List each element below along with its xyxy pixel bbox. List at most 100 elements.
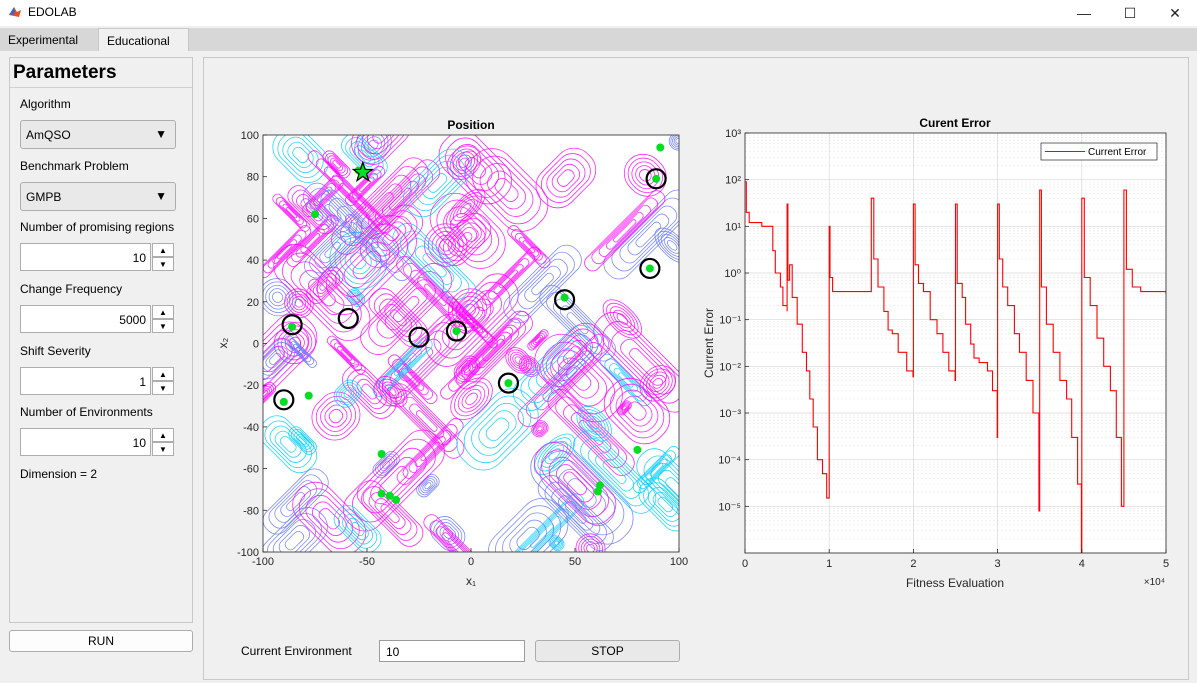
decrement-icon[interactable]: ▼ [152, 257, 174, 271]
contour-line [263, 468, 329, 535]
contour-line [427, 173, 448, 193]
tab-educational[interactable]: Educational [98, 28, 189, 51]
contour-line [438, 135, 513, 205]
tab-experimental[interactable]: Experimental [0, 28, 98, 51]
contour-line [502, 512, 554, 552]
contour-line [296, 193, 328, 226]
contour-line [409, 403, 445, 439]
contour-line [351, 373, 387, 410]
minimize-icon: — [1077, 5, 1091, 21]
x-tick-label: 0 [468, 556, 474, 568]
contour-line [380, 503, 400, 524]
contour-line [284, 530, 305, 551]
contour-line [351, 135, 412, 165]
region-circle [281, 314, 303, 336]
contour-line [563, 404, 620, 461]
increment-icon[interactable]: ▲ [152, 367, 174, 381]
contour-line [516, 526, 540, 550]
contour-line [564, 501, 587, 524]
y-tick-labels: 10⁻⁵ 10⁻⁴ 10⁻³ 10⁻² 10⁻¹ 10⁰ 10¹ 10² 10³ [718, 128, 749, 513]
y-tick-label: 20 [247, 297, 259, 309]
contour-line [381, 381, 402, 402]
contour-line [263, 381, 277, 405]
contour-line [290, 341, 312, 363]
contour-line [482, 252, 536, 306]
contour-line [586, 543, 596, 552]
contour-line [505, 347, 532, 374]
current-environment-label: Current Environment [241, 644, 352, 658]
contour-line [274, 430, 302, 458]
contour-line [613, 309, 632, 329]
contour-line [384, 384, 400, 400]
decrement-icon[interactable]: ▼ [152, 319, 174, 333]
contour-line [323, 166, 383, 225]
regions-input[interactable]: 10 [20, 243, 151, 271]
region-circle [408, 326, 430, 348]
algorithm-value: AmQSO [26, 128, 71, 142]
y-tick-label: 10⁰ [724, 268, 741, 280]
contour-line [302, 182, 363, 243]
contour-line [475, 331, 512, 369]
stop-button[interactable]: STOP [535, 640, 680, 662]
dropdown-arrow-icon: ▼ [155, 127, 167, 141]
particle-point [452, 326, 461, 335]
contour-line [622, 405, 627, 411]
contour-line [263, 313, 318, 405]
y-axis-label: Current Error [702, 308, 716, 378]
y-tick-label: 10¹ [725, 221, 741, 233]
y-tick-label: 10⁻¹ [719, 315, 741, 327]
contour-line [285, 207, 298, 219]
current-environment-field[interactable]: 10 [379, 640, 525, 662]
contour-line [415, 410, 438, 432]
contour-line [344, 214, 388, 257]
panel-title: Parameters [13, 62, 117, 83]
decrement-icon[interactable]: ▼ [152, 381, 174, 395]
contour-line [343, 389, 352, 398]
increment-icon[interactable]: ▲ [152, 243, 174, 257]
benchmark-label: Benchmark Problem [20, 159, 129, 173]
benchmark-dropdown[interactable]: GMPB ▼ [20, 182, 176, 211]
contour-line [534, 333, 623, 423]
contour-line [304, 233, 321, 249]
decrement-icon[interactable]: ▼ [152, 442, 174, 456]
contour-line [374, 453, 398, 476]
contour-line [642, 368, 673, 399]
envs-input[interactable]: 10 [20, 428, 151, 456]
particle-point [633, 445, 642, 454]
contour-line [509, 519, 547, 552]
algorithm-dropdown[interactable]: AmQSO ▼ [20, 120, 176, 149]
particle-point [504, 379, 513, 388]
particle-point [652, 174, 661, 183]
contour-line [445, 137, 506, 198]
severity-input[interactable]: 1 [20, 367, 151, 395]
contour-line [530, 332, 545, 347]
contour-line [507, 225, 551, 269]
contour-line [338, 384, 357, 403]
contour-line [387, 387, 397, 397]
contour-line [620, 404, 629, 412]
particle-point [656, 143, 665, 152]
contour-line [312, 273, 337, 298]
run-button[interactable]: RUN [9, 630, 193, 652]
freq-input[interactable]: 5000 [20, 305, 151, 333]
increment-icon[interactable]: ▲ [152, 428, 174, 442]
contour-line [315, 158, 391, 234]
y-tick-label: -80 [243, 505, 259, 517]
contour-line [272, 291, 284, 303]
region-circle [445, 320, 468, 342]
contour-line [609, 383, 665, 439]
contour-line [348, 290, 364, 306]
contour-line [587, 445, 642, 499]
y-tick-label: 10⁻³ [719, 408, 741, 420]
maximize-button[interactable]: ☐ [1107, 0, 1153, 26]
minimize-button[interactable]: — [1061, 0, 1107, 26]
contour-line [275, 196, 308, 229]
contour-line [454, 381, 489, 417]
contour-line [639, 365, 676, 402]
contour-line [461, 317, 526, 383]
increment-icon[interactable]: ▲ [152, 305, 174, 319]
contour-line [372, 135, 390, 144]
contour-line [435, 526, 480, 552]
close-button[interactable]: ✕ [1152, 0, 1197, 26]
contour-line [267, 234, 302, 269]
